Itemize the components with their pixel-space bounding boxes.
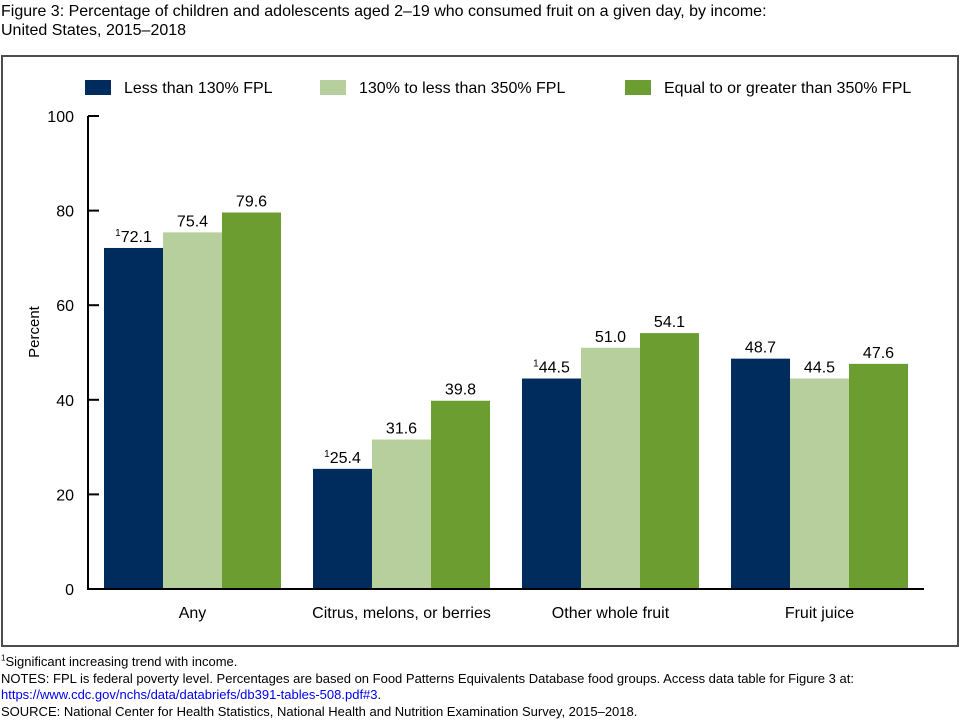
y-tick-label: 40 [56, 393, 74, 410]
bar-2-1 [163, 232, 222, 589]
data-label-value: 25.4 [330, 450, 361, 467]
figure-title-line2: United States, 2015–2018 [1, 22, 187, 39]
data-label: 44.5 [804, 360, 835, 377]
footnote-significance: 1Significant increasing trend with incom… [1, 654, 959, 671]
data-label: 125.4 [324, 449, 361, 467]
data-label: 31.6 [386, 421, 417, 438]
data-label: 51.0 [595, 329, 626, 346]
data-label: 172.1 [115, 228, 152, 246]
footnote-mark: 1 [533, 359, 539, 370]
legend-label-2: 130% to less than 350% FPL [359, 80, 565, 97]
notes-link-line: https://www.cdc.gov/nchs/data/databriefs… [1, 687, 959, 704]
y-tick-label: 0 [65, 582, 74, 599]
bar-1-2 [313, 468, 372, 589]
bar-3-2 [431, 400, 490, 589]
bar-1-4 [731, 358, 790, 589]
y-tick-label: 60 [56, 298, 74, 315]
data-label-value: 72.1 [121, 229, 152, 246]
x-tick-label: Fruit juice [785, 605, 854, 622]
data-label: 75.4 [177, 213, 208, 230]
legend-label-1: Less than 130% FPL [124, 80, 273, 97]
figure-title-line1: Figure 3: Percentage of children and ado… [1, 3, 767, 20]
footnote-text: Significant increasing trend with income… [5, 654, 238, 669]
data-label: 47.6 [863, 345, 894, 362]
data-label: 54.1 [654, 314, 685, 331]
bar-2-4 [790, 378, 849, 589]
bar-1-1 [104, 247, 163, 590]
footnote-mark: 1 [324, 449, 330, 460]
legend-label-3: Equal to or greater than 350% FPL [664, 80, 911, 97]
data-table-link[interactable]: https://www.cdc.gov/nchs/data/databriefs… [1, 687, 378, 702]
footnote-mark: 1 [115, 228, 121, 239]
y-tick-label: 100 [47, 109, 74, 126]
y-tick-label: 20 [56, 487, 74, 504]
notes-text: NOTES: FPL is federal poverty level. Per… [1, 670, 854, 686]
link-suffix: . [377, 687, 382, 702]
legend-swatch-1 [85, 80, 111, 95]
data-label: 39.8 [445, 382, 476, 399]
bar-2-2 [372, 439, 431, 589]
x-tick-label: Citrus, melons, or berries [312, 605, 491, 622]
axes: 0 20 40 60 80 100 [47, 109, 924, 599]
data-label-value: 44.5 [539, 360, 570, 377]
bar-3-4 [849, 363, 908, 589]
bar-2-3 [581, 347, 640, 589]
data-label: 79.6 [236, 193, 267, 210]
footnote-mark: 1 [1, 653, 6, 663]
figure-title: Figure 3: Percentage of children and ado… [1, 2, 951, 40]
chart-frame [1, 55, 959, 647]
data-label: 144.5 [533, 359, 570, 377]
bars [104, 212, 908, 590]
legend: Less than 130% FPL 130% to less than 350%… [85, 80, 911, 97]
bar-3-3 [640, 333, 699, 589]
bar-1-3 [522, 378, 581, 589]
legend-swatch-2 [320, 80, 346, 95]
legend-swatch-3 [625, 80, 651, 95]
y-axis-label: Percent [26, 305, 43, 358]
bar-3-1 [222, 212, 281, 589]
figure-notes: 1Significant increasing trend with incom… [1, 654, 959, 720]
data-label: 48.7 [745, 340, 776, 357]
x-tick-label: Other whole fruit [552, 605, 670, 622]
source-text: SOURCE: National Center for Health Stati… [1, 703, 638, 719]
x-tick-label: Any [179, 605, 207, 622]
y-tick-label: 80 [56, 204, 74, 221]
